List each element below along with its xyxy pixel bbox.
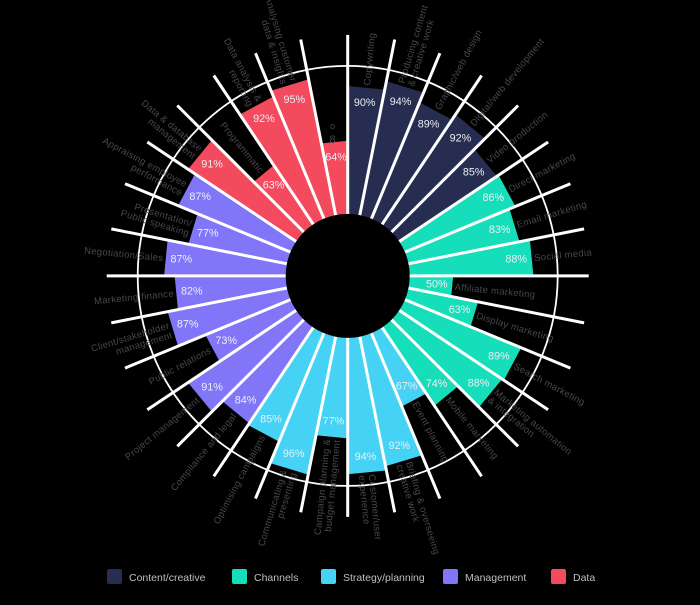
svg-text:88%: 88% — [468, 377, 490, 389]
svg-text:92%: 92% — [450, 133, 472, 145]
svg-text:83%: 83% — [489, 224, 511, 236]
svg-text:90%: 90% — [354, 97, 376, 109]
svg-text:63%: 63% — [449, 304, 471, 316]
svg-text:91%: 91% — [201, 381, 223, 393]
svg-text:8: 8 — [329, 134, 335, 146]
svg-text:85%: 85% — [463, 167, 485, 179]
svg-text:94%: 94% — [355, 451, 377, 463]
svg-text:87%: 87% — [177, 318, 199, 330]
svg-text:89%: 89% — [488, 351, 510, 363]
svg-text:Channels: Channels — [254, 572, 298, 584]
svg-text:92%: 92% — [388, 440, 410, 452]
svg-text:64%: 64% — [325, 152, 347, 164]
svg-text:87%: 87% — [189, 191, 211, 203]
svg-text:73%: 73% — [215, 335, 237, 347]
svg-text:77%: 77% — [323, 415, 345, 427]
svg-text:88%: 88% — [505, 253, 527, 265]
svg-text:Management: Management — [465, 572, 526, 584]
svg-text:82%: 82% — [181, 285, 203, 297]
svg-text:Strategy/planning: Strategy/planning — [343, 572, 425, 584]
svg-text:74%: 74% — [426, 378, 448, 390]
svg-text:86%: 86% — [482, 192, 504, 204]
svg-text:Content/creative: Content/creative — [129, 572, 206, 584]
svg-text:92%: 92% — [253, 113, 275, 125]
svg-text:77%: 77% — [197, 228, 219, 240]
svg-text:96%: 96% — [283, 448, 305, 460]
svg-text:50%: 50% — [426, 279, 448, 291]
svg-text:63%: 63% — [263, 180, 285, 192]
svg-text:o: o — [330, 121, 335, 131]
svg-text:87%: 87% — [170, 254, 192, 266]
svg-text:95%: 95% — [283, 94, 305, 106]
svg-text:91%: 91% — [201, 159, 223, 171]
svg-text:67%: 67% — [396, 380, 418, 392]
svg-text:Data: Data — [573, 572, 595, 584]
svg-text:84%: 84% — [235, 394, 257, 406]
svg-text:89%: 89% — [418, 119, 440, 131]
svg-text:94%: 94% — [390, 96, 412, 108]
svg-text:Customer/userexperience: Customer/userexperience — [356, 474, 383, 542]
svg-text:85%: 85% — [260, 414, 282, 426]
svg-text:Copywriting: Copywriting — [362, 32, 378, 86]
